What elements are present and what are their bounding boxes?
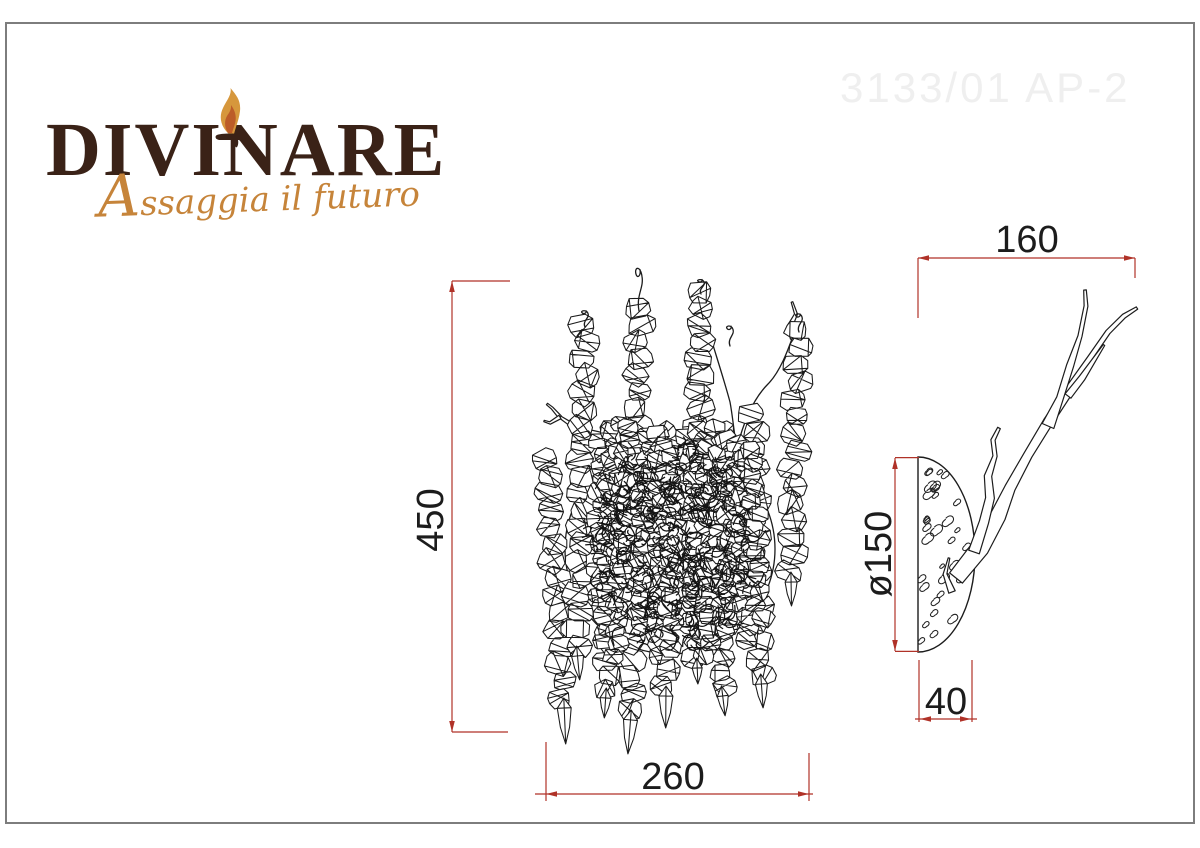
flame-holder [215, 133, 247, 148]
dim-diameter: ø150 [858, 457, 919, 652]
dim-width: 260 [535, 742, 813, 801]
crystal-cluster-scribble [581, 436, 767, 653]
dim-diameter-label: ø150 [858, 511, 900, 598]
dimensions: 450 260 160 ø150 40 [410, 219, 1136, 801]
dim-depth-label: 160 [995, 219, 1058, 261]
side-view [917, 289, 1139, 653]
dim-width-label: 260 [641, 756, 704, 798]
crystal-drops [556, 571, 798, 755]
flame-icon [215, 88, 247, 148]
dim-height: 450 [410, 280, 510, 733]
dim-mount-depth-label: 40 [925, 681, 967, 723]
model-number: 3133/01 AP-2 [840, 64, 1131, 111]
brand-logo-text: DIVINARE [46, 108, 447, 192]
dim-mount-depth: 40 [915, 660, 977, 723]
page-border [5, 22, 1195, 824]
branch-arms [942, 289, 1139, 594]
flame-inner [225, 105, 236, 133]
front-view [531, 267, 814, 755]
dim-height-label: 450 [410, 488, 452, 551]
dim-depth: 160 [917, 219, 1136, 318]
